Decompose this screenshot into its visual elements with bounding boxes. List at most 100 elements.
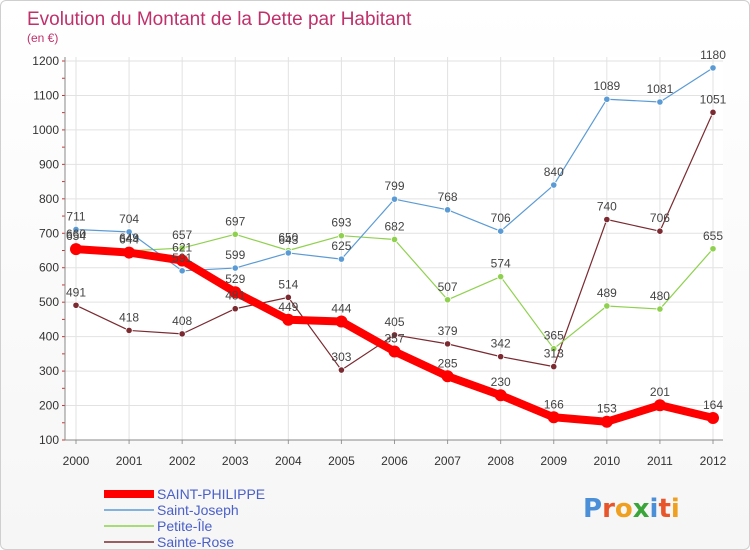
data-label: 491: [66, 285, 86, 299]
data-point: [231, 264, 239, 272]
data-label: 529: [225, 272, 245, 286]
y-tick-label: 100: [39, 433, 59, 447]
logo-wordmark: Proxiti: [583, 494, 680, 524]
x-tick-label: 2004: [275, 454, 302, 468]
x-tick-label: 2001: [116, 454, 143, 468]
data-label: 704: [119, 212, 139, 226]
x-tick-label: 2008: [487, 454, 514, 468]
data-point: [603, 302, 611, 310]
data-point: [656, 227, 664, 235]
data-point: [178, 330, 186, 338]
data-label: 591: [172, 251, 192, 265]
data-label: 230: [491, 375, 511, 389]
data-point: [656, 305, 664, 313]
data-point: [550, 363, 558, 371]
data-point: [707, 411, 719, 424]
legend-label: Petite-Île: [157, 518, 212, 534]
data-point: [390, 195, 399, 203]
logo-letter: i: [671, 494, 680, 524]
legend-label: Saint-Joseph: [157, 502, 239, 518]
y-tick-label: 800: [39, 192, 59, 206]
data-label: 625: [331, 239, 351, 253]
data-label: 357: [384, 331, 404, 345]
logo-letter: i: [650, 494, 659, 524]
data-point: [125, 228, 133, 236]
data-point: [231, 230, 239, 238]
data-point: [282, 313, 295, 326]
data-point: [709, 245, 717, 253]
x-tick-label: 2005: [328, 454, 355, 468]
x-tick-label: 2007: [434, 454, 461, 468]
data-point: [603, 215, 611, 224]
data-label: 768: [438, 190, 458, 204]
data-label: 621: [172, 240, 192, 254]
data-label: 1180: [700, 48, 726, 62]
x-tick-label: 2009: [540, 454, 567, 468]
data-label: 650: [278, 231, 298, 245]
data-label: 660: [66, 227, 86, 241]
y-tick-label: 600: [39, 261, 59, 275]
data-label: 418: [119, 310, 139, 324]
data-label: 507: [438, 280, 458, 294]
data-point: [390, 331, 399, 339]
y-tick-label: 300: [39, 364, 59, 378]
legend-label: Sainte-Rose: [157, 534, 234, 549]
data-point: [337, 255, 346, 263]
y-tick-label: 900: [39, 157, 59, 171]
data-label: 379: [438, 324, 458, 338]
data-label: 649: [119, 231, 139, 245]
data-point: [441, 370, 454, 383]
chart-subtitle: (en €): [27, 31, 58, 45]
data-point: [550, 345, 558, 353]
y-tick-label: 1000: [32, 123, 59, 137]
data-label: 574: [491, 257, 511, 271]
axes: 100 200 300 400 500 600 700 800 900 1000 1100 1200 2…: [32, 54, 726, 468]
data-label: 706: [491, 211, 511, 225]
x-tick-label: 2012: [700, 454, 727, 468]
data-label: 697: [225, 214, 245, 228]
data-label: 164: [703, 398, 723, 412]
x-tick-label: 2011: [647, 454, 673, 468]
data-point: [547, 411, 560, 424]
data-point: [123, 246, 136, 259]
data-label: 682: [384, 219, 404, 233]
data-point: [550, 181, 558, 189]
y-tick-label: 1200: [32, 54, 59, 68]
data-point: [337, 232, 346, 240]
data-label: 1081: [647, 82, 674, 96]
data-labels: 491 418 408 481 514 303 405 379 342 313 740 706 1051…: [66, 48, 727, 416]
proxiti-logo: Proxiti: [583, 494, 680, 524]
data-label: 740: [597, 199, 617, 213]
logo-letter: r: [602, 494, 615, 524]
y-tick-label: 200: [39, 399, 59, 413]
data-label: 408: [172, 314, 192, 328]
data-label: 644: [119, 233, 139, 247]
logo-letter: t: [658, 494, 670, 524]
data-label: 514: [278, 277, 298, 291]
data-point: [72, 301, 80, 309]
data-label: 285: [438, 356, 458, 370]
logo-letter: o: [615, 494, 633, 524]
data-label: 480: [650, 289, 670, 303]
data-label: 1089: [593, 79, 620, 93]
data-label: 313: [544, 347, 564, 361]
data-label: 711: [66, 209, 85, 223]
data-label: 365: [544, 329, 564, 343]
data-point: [178, 244, 186, 252]
data-point: [443, 206, 452, 214]
data-point: [125, 326, 133, 335]
y-tick-label: 400: [39, 330, 59, 344]
data-point: [600, 415, 613, 428]
data-label: 481: [225, 289, 245, 303]
data-label: 657: [172, 228, 192, 242]
legend: SAINT-PHILIPPESaint-JosephPetite-ÎleSain…: [104, 486, 265, 549]
x-tick-label: 2002: [169, 454, 196, 468]
data-point: [335, 315, 348, 328]
data-label: 405: [384, 315, 404, 329]
data-point: [443, 296, 452, 304]
data-label: 643: [278, 233, 298, 247]
data-point: [709, 64, 717, 72]
logo-letter: P: [583, 494, 602, 524]
